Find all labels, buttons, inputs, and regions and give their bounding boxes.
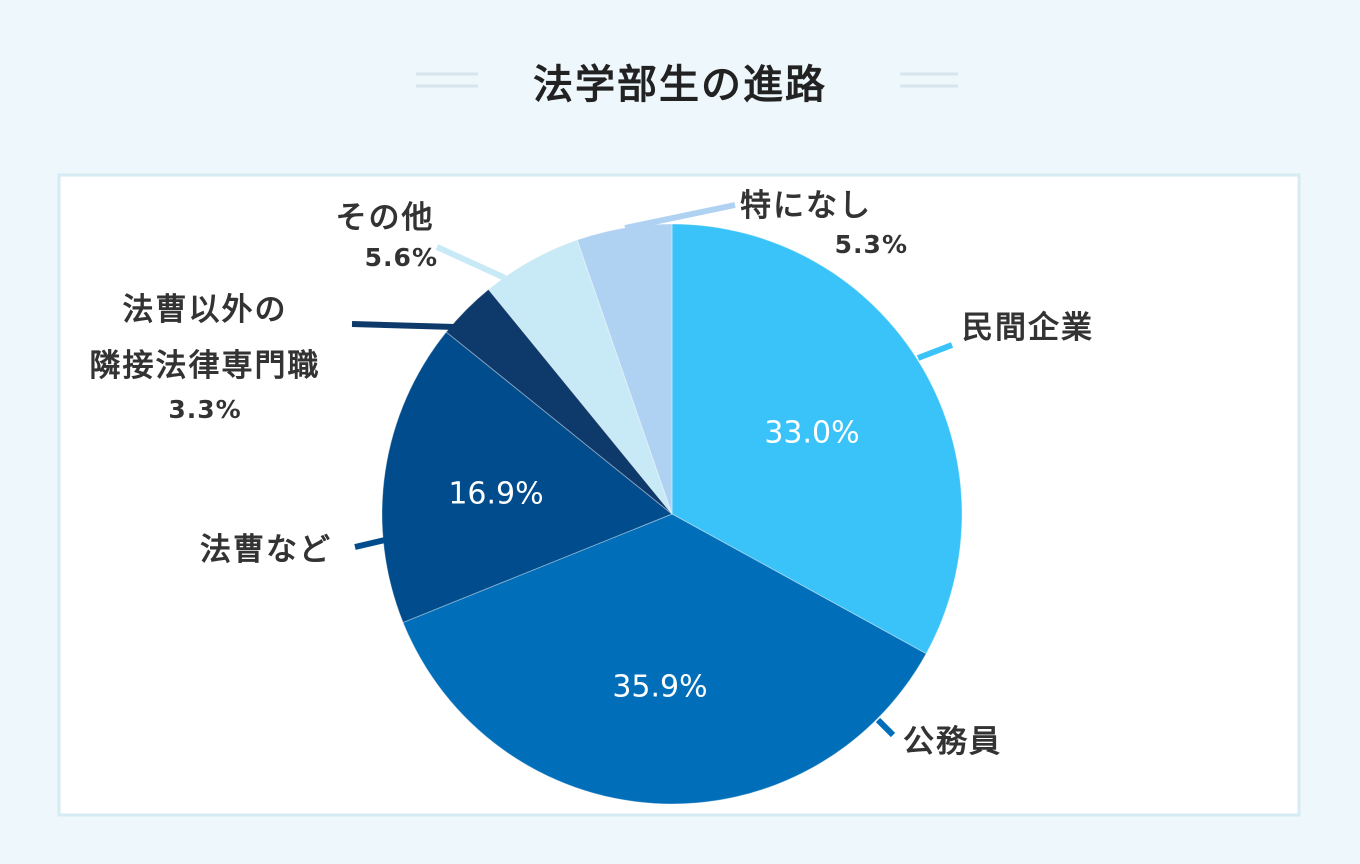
pie-slice — [445, 288, 673, 515]
value-label: 5.3% — [834, 230, 908, 259]
value-label: 33.0% — [764, 416, 859, 451]
leader-line — [351, 321, 456, 330]
leader-line — [875, 717, 896, 738]
title-decoration — [416, 72, 958, 88]
value-label: 5.6% — [364, 243, 438, 272]
pie-slice — [402, 513, 927, 805]
pie-slice — [671, 223, 963, 655]
value-label: 3.3% — [168, 395, 242, 424]
pie-slice — [487, 239, 673, 515]
category-label: 特になし — [740, 188, 872, 224]
leader-line — [624, 202, 736, 231]
value-label: 16.9% — [448, 477, 543, 512]
chart-title: 法学部生の進路 — [533, 62, 827, 108]
leader-line — [354, 537, 386, 550]
pie-slice — [381, 331, 673, 624]
category-label: その他 — [335, 200, 435, 236]
category-label: 法曹など — [200, 532, 332, 568]
leader-line — [916, 342, 954, 361]
value-label: 35.9% — [612, 670, 707, 705]
leader-line — [435, 244, 507, 281]
category-label: 公務員 — [903, 724, 1002, 760]
category-label: 法曹以外の 隣接法律専門職 — [89, 292, 321, 384]
category-label: 民間企業 — [962, 310, 1094, 346]
pie-slice — [576, 223, 673, 515]
